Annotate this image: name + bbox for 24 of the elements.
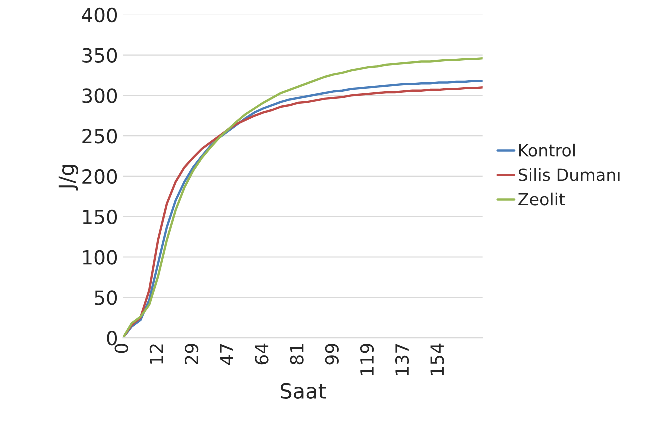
x-tick-label: 137 bbox=[395, 344, 410, 376]
legend-label: Silis Dumanı bbox=[518, 168, 620, 182]
legend-label: Zeolit bbox=[518, 192, 566, 206]
y-tick-label: 200 bbox=[82, 169, 118, 184]
x-tick-label: 119 bbox=[360, 344, 374, 376]
y-tick-label: 350 bbox=[82, 48, 118, 63]
x-tick-label: 99 bbox=[325, 344, 339, 365]
y-tick-label: 50 bbox=[95, 290, 118, 306]
y-tick-label: 300 bbox=[82, 88, 118, 104]
legend-label: Kontrol bbox=[519, 144, 575, 157]
y-tick-label: 250 bbox=[82, 129, 118, 144]
x-tick-label: 154 bbox=[430, 344, 444, 376]
x-axis-title: Saat bbox=[280, 383, 326, 400]
y-tick-label: 100 bbox=[83, 250, 118, 265]
x-tick-label: 29 bbox=[184, 344, 199, 365]
y-tick-label: 400 bbox=[82, 8, 118, 23]
x-tick-label: 12 bbox=[150, 344, 164, 364]
x-tick-label: 47 bbox=[220, 344, 234, 365]
x-tick-label: 64 bbox=[255, 344, 269, 365]
x-tick-label: 81 bbox=[290, 344, 304, 365]
y-tick-label: 0 bbox=[107, 330, 118, 346]
y-axis-title: J/g bbox=[58, 165, 78, 191]
x-tick-label: 0 bbox=[114, 344, 128, 354]
y-tick-label: 150 bbox=[83, 210, 118, 225]
